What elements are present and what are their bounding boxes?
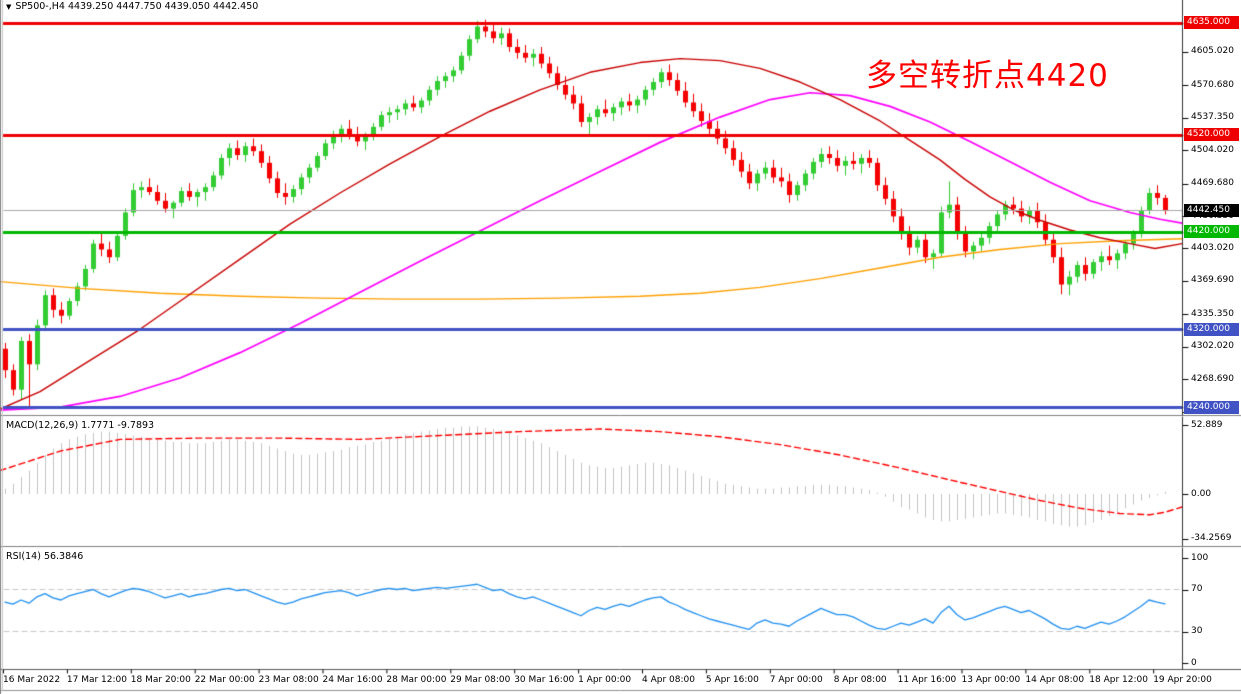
price-axis-label: 4504.020 (1191, 144, 1234, 155)
price-axis-label: 4469.680 (1191, 178, 1234, 189)
price-level-badge: 4320.000 (1184, 322, 1239, 336)
price-axis-label: 4605.020 (1191, 46, 1234, 57)
time-axis-label: 29 Mar 08:00 (450, 675, 511, 685)
time-axis-label: 11 Apr 16:00 (897, 675, 957, 685)
time-axis-label: 24 Mar 16:00 (322, 675, 383, 685)
time-axis-label: 14 Apr 08:00 (1025, 675, 1085, 685)
time-axis-label: 13 Apr 00:00 (961, 675, 1021, 685)
time-axis-label: 4 Apr 08:00 (642, 675, 695, 685)
price-axis-label: 4570.680 (1191, 79, 1234, 90)
current-price-badge: 4442.450 (1184, 203, 1239, 217)
time-axis-label: 1 Apr 00:00 (578, 675, 632, 685)
macd-axis-label: 52.889 (1191, 419, 1223, 430)
price-axis-label: 4268.690 (1191, 373, 1234, 384)
time-axis-label: 8 Apr 08:00 (833, 675, 887, 685)
price-level-badge: 4520.000 (1184, 128, 1239, 142)
price-axis-label: 4537.350 (1191, 112, 1234, 123)
time-axis-label: 28 Mar 00:00 (386, 675, 447, 685)
time-axis-label: 30 Mar 16:00 (514, 675, 575, 685)
time-axis-label: 18 Apr 12:00 (1089, 675, 1148, 685)
macd-axis-label: -34.2569 (1191, 533, 1232, 544)
macd-axis-label: 0.00 (1191, 488, 1212, 499)
time-axis-label: 5 Apr 16:00 (705, 675, 759, 685)
price-axis-label: 4335.350 (1191, 308, 1234, 319)
price-axis-label: 4369.690 (1191, 275, 1234, 286)
symbol-dropdown-icon[interactable]: ▼ (6, 2, 12, 11)
price-level-badge: 4635.000 (1184, 16, 1239, 30)
time-axis-label: 19 Apr 20:00 (1153, 675, 1212, 685)
price-level-badge: 4240.000 (1184, 400, 1239, 414)
price-axis-label: 4403.020 (1191, 242, 1234, 253)
time-axis-label: 18 Mar 20:00 (130, 675, 191, 685)
chart-title-text: SP500-,H4 4439.250 4447.750 4439.050 444… (15, 1, 259, 12)
annotation-text: 多空转折点4420 (866, 58, 1109, 94)
time-axis-label: 22 Mar 00:00 (194, 675, 255, 685)
price-level-badge: 4420.000 (1184, 225, 1239, 239)
chart-title-bar[interactable]: ▼ SP500-,H4 4439.250 4447.750 4439.050 4… (6, 1, 258, 12)
time-axis-label: 17 Mar 12:00 (66, 675, 127, 685)
rsi-axis-label: 0 (1191, 657, 1197, 668)
rsi-axis-label: 70 (1191, 584, 1203, 594)
rsi-axis-label: 30 (1191, 626, 1203, 636)
time-axis-label: 23 Mar 08:00 (258, 675, 319, 685)
time-axis-label: 16 Mar 2022 (3, 675, 61, 685)
time-axis-label: 7 Apr 00:00 (769, 675, 823, 685)
rsi-indicator-label: RSI(14) 56.3846 (6, 551, 84, 562)
macd-indicator-label: MACD(12,26,9) 1.7771 -9.7893 (6, 420, 155, 431)
rsi-axis-label: 100 (1191, 552, 1209, 563)
price-axis-label: 4302.020 (1191, 341, 1234, 352)
